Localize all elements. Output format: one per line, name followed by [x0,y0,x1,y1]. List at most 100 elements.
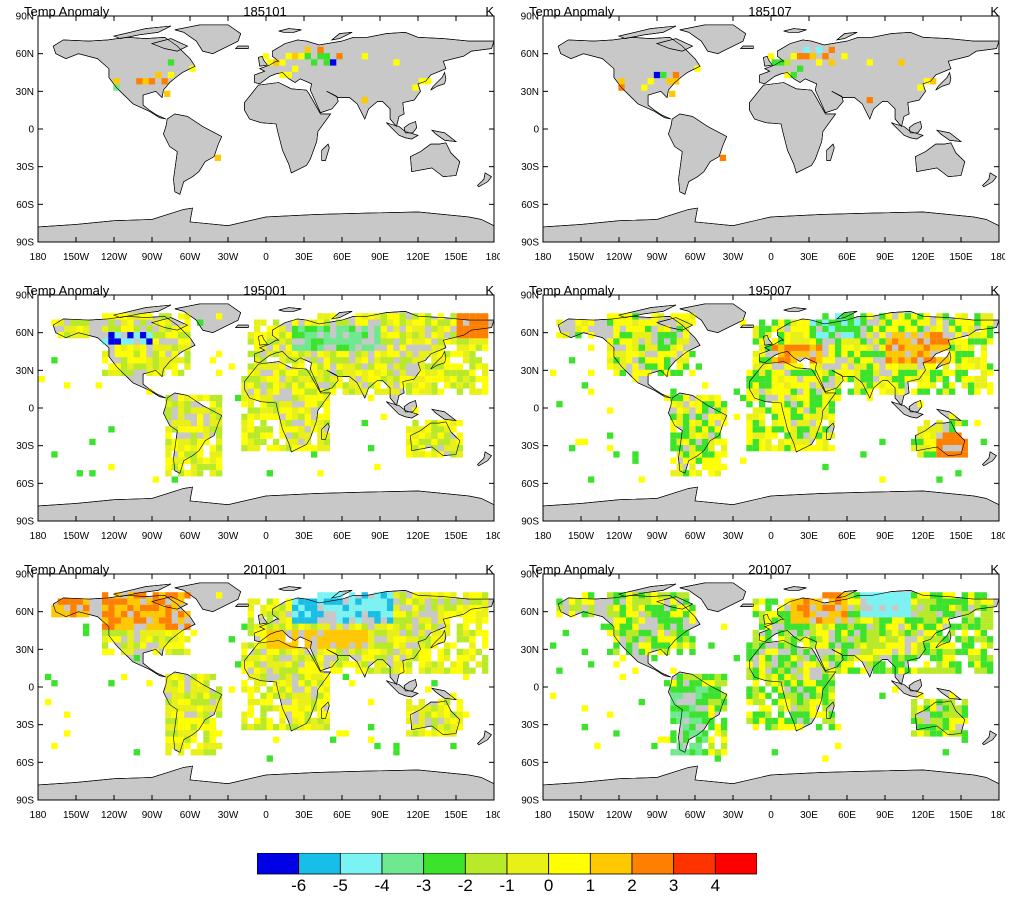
coastline-baffin [151,596,189,610]
anomaly-cell [260,432,267,439]
coastline-arctic-islands [618,304,677,318]
coastline-novaya-zemlya [835,590,858,599]
anomaly-cell [866,382,873,389]
anomaly-cell [196,463,204,471]
anomaly-cell [771,617,778,624]
anomaly-cell [936,617,943,624]
anomaly-cell [670,736,677,743]
coastline-new-zealand [982,451,997,467]
anomaly-cell [462,636,470,643]
anomaly-cell [986,369,994,376]
anomaly-cell [670,749,677,756]
anomaly-cell [790,686,797,693]
anomaly-cell [847,325,854,333]
anomaly-cell [190,749,197,756]
coastline-north-america [52,315,196,399]
anomaly-cell [796,426,804,433]
anomaly-cell [834,623,842,630]
anomaly-cell [625,629,633,637]
anomaly-cell [190,457,197,464]
anomaly-cell [657,736,664,743]
anomaly-cell [279,363,286,370]
anomaly-cell [666,78,673,85]
anomaly-cell [841,623,848,630]
anomaly-cell [431,426,438,433]
anomaly-cell [139,319,147,326]
coastline-svalbard [278,586,302,591]
anomaly-cell [241,432,248,439]
anomaly-cell [171,476,178,483]
anomaly-cell [82,611,90,618]
anomaly-cell [424,338,432,345]
anomaly-cell [556,319,563,326]
anomaly-cell [272,344,280,351]
anomaly-cell [323,636,330,643]
anomaly-cell [266,698,273,706]
anomaly-cell [752,648,759,655]
anomaly-cell [898,59,905,66]
anomaly-cell [682,705,690,712]
colorbar-label: -5 [332,876,348,895]
anomaly-cell [462,617,470,624]
anomaly-cell [803,53,810,60]
land-arctic-islands [113,25,172,39]
anomaly-cell [670,394,677,402]
anomaly-cell [942,724,949,731]
anomaly-cell [215,730,223,737]
anomaly-cell [809,325,816,333]
anomaly-cell [260,413,267,420]
anomaly-cell [342,629,349,637]
anomaly-cell [701,382,709,389]
lon-label: 90E [876,252,894,262]
anomaly-cell [752,338,759,345]
anomaly-cell [120,338,128,345]
anomaly-cell [260,394,267,402]
anomaly-cell [758,438,766,446]
anomaly-cell [279,59,286,66]
anomaly-cell [765,717,772,725]
anomaly-cell [177,724,185,731]
anomaly-cell [898,319,905,326]
anomaly-cell [936,325,943,333]
anomaly-cell [948,648,956,655]
anomaly-cell [184,401,191,408]
anomaly-cell [803,648,810,655]
anomaly-cell [298,325,305,333]
anomaly-cell [719,154,727,162]
anomaly-cell [127,325,134,333]
anomaly-cell [581,724,588,731]
anomaly-cell [822,332,829,339]
anomaly-cell [676,401,683,408]
anomaly-cell [120,598,128,605]
anomaly-cell [184,426,191,433]
anomaly-cell [638,617,645,624]
anomaly-cell [361,357,368,364]
anomaly-cell [917,592,924,599]
anomaly-cell [746,426,753,433]
anomaly-cell [784,724,791,731]
anomaly-cell [203,426,210,433]
anomaly-cell [412,648,419,655]
anomaly-cell [847,598,854,605]
anomaly-cell [374,592,381,599]
anomaly-cell [133,592,140,599]
anomaly-cell [803,319,810,326]
anomaly-cell [936,654,943,662]
anomaly-cell [625,325,633,333]
anomaly-cell [606,319,614,326]
colorbar-swatch [589,853,633,875]
anomaly-cell [329,357,337,364]
anomaly-cell [790,344,797,351]
anomaly-cell [405,451,413,458]
anomaly-cell [961,642,968,649]
anomaly-cell [790,413,797,420]
anomaly-cell [196,742,204,750]
anomaly-cell [625,604,633,612]
anomaly-cell [594,742,601,750]
lon-label: 120E [406,252,430,262]
anomaly-cell [481,388,489,395]
anomaly-cell [872,636,880,643]
anomaly-cell [758,673,766,681]
anomaly-cell [961,611,968,618]
lon-label: 90E [371,810,389,820]
